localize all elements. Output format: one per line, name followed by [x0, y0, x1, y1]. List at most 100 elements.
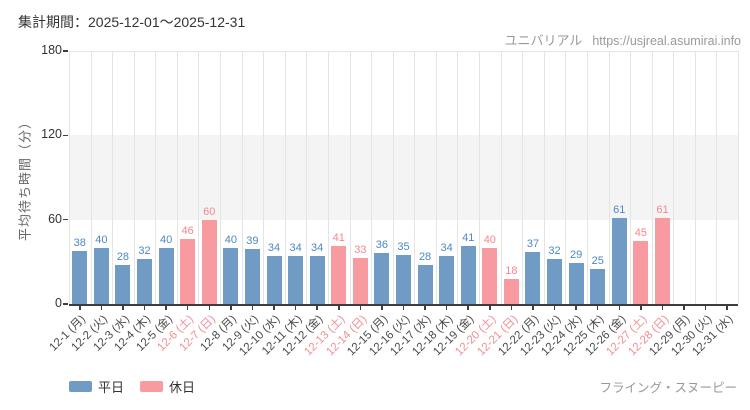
- y-tick-mark: [63, 218, 68, 221]
- x-tick-mark: [553, 305, 556, 310]
- gridline-vertical: [435, 51, 437, 304]
- bar: [352, 257, 368, 304]
- period-label: 集計期間：2025-12-01～2025-12-31: [18, 14, 246, 30]
- bar-value-label: 38: [73, 236, 86, 249]
- gridline-vertical: [651, 51, 653, 304]
- bar-value-label: 35: [397, 240, 410, 253]
- legend-item-holiday: 休日: [140, 377, 195, 396]
- legend-weekday-label: 平日: [98, 380, 125, 395]
- gridline-vertical: [306, 51, 308, 304]
- bar-value-label: 40: [483, 233, 496, 246]
- y-tick-label: 0: [55, 296, 62, 310]
- x-tick-mark: [661, 305, 664, 310]
- x-tick-mark: [596, 305, 599, 310]
- gridline-vertical: [69, 51, 70, 304]
- gridline-vertical: [133, 51, 135, 304]
- bar-value-label: 33: [354, 243, 367, 256]
- gridline-vertical: [457, 51, 459, 304]
- bar: [288, 256, 304, 304]
- gridline-vertical: [414, 51, 416, 304]
- bar-value-label: 37: [526, 238, 540, 250]
- legend-holiday-label: 休日: [169, 380, 196, 395]
- x-tick-mark: [510, 305, 513, 310]
- x-tick-mark: [359, 305, 362, 310]
- x-tick-mark: [316, 305, 318, 310]
- bar: [417, 264, 433, 304]
- gridline-vertical: [112, 51, 114, 304]
- bar: [654, 218, 670, 304]
- bar-value-label: 45: [634, 226, 647, 239]
- bar-value-label: 34: [311, 242, 324, 255]
- x-tick-mark: [79, 305, 81, 310]
- bar-value-label: 39: [246, 235, 259, 248]
- x-tick-mark: [143, 305, 146, 310]
- bar-value-label: 29: [570, 249, 583, 262]
- x-tick-mark: [640, 305, 642, 310]
- highlight-band: [69, 135, 738, 220]
- x-tick-mark: [273, 305, 275, 310]
- x-tick-mark: [489, 305, 491, 310]
- legend-item-weekday: 平日: [69, 377, 124, 396]
- bar-value-label: 61: [613, 204, 626, 217]
- y-tick-label: 120: [41, 127, 62, 142]
- x-tick-mark: [683, 305, 685, 310]
- y-axis: 0 60 120 180: [0, 43, 62, 310]
- x-tick-mark: [186, 305, 189, 310]
- gridline-vertical: [220, 51, 222, 304]
- bar-value-label: 61: [656, 204, 669, 217]
- attraction-name: フライング・スヌーピー: [599, 381, 737, 395]
- gridline-vertical: [284, 51, 286, 304]
- gridline-vertical: [263, 51, 265, 304]
- y-tick-label: 180: [41, 43, 62, 57]
- x-tick-mark: [726, 305, 728, 310]
- bar: [266, 256, 282, 304]
- bar: [568, 263, 584, 304]
- gridline-vertical: [500, 51, 502, 304]
- bar-value-label: 41: [332, 232, 345, 245]
- bar: [611, 218, 627, 304]
- gridline-vertical: [371, 51, 373, 304]
- gridline-vertical: [392, 51, 394, 304]
- x-tick-mark: [100, 305, 103, 310]
- x-tick-mark: [467, 305, 469, 310]
- y-tick-mark: [63, 134, 68, 137]
- x-tick-mark: [532, 305, 534, 310]
- gridline-vertical: [522, 51, 524, 304]
- x-tick-mark: [424, 305, 426, 310]
- bar: [180, 239, 196, 304]
- bar: [547, 259, 563, 304]
- bar: [525, 252, 541, 304]
- bar: [374, 253, 390, 304]
- bar: [223, 247, 239, 304]
- bar-value-label: 25: [591, 254, 604, 267]
- gridline-vertical: [479, 51, 481, 304]
- x-tick-mark: [402, 305, 405, 310]
- bar-value-label: 34: [267, 242, 281, 255]
- gridline-vertical: [349, 51, 351, 304]
- gridline-vertical: [608, 51, 610, 304]
- bar-value-label: 40: [224, 233, 237, 246]
- bar-value-label: 32: [138, 245, 151, 258]
- x-tick-mark: [445, 305, 448, 310]
- x-tick-mark: [208, 305, 211, 310]
- x-axis-line: [69, 303, 738, 306]
- bar-value-label: 32: [548, 245, 561, 258]
- gridline-vertical: [90, 51, 92, 304]
- chart-legend: 平日 休日: [69, 377, 211, 396]
- gridline-vertical: [716, 51, 718, 304]
- plot-area: 38 40 28 32 40 46 60 40 39 34 34 34 41 33 36 35 28 34 41 40…: [63, 50, 739, 310]
- gridline-vertical: [673, 51, 675, 304]
- bar-value-label: 36: [375, 239, 389, 252]
- gridline-vertical: [327, 51, 329, 304]
- x-tick-mark: [122, 305, 124, 310]
- bar-value-label: 34: [289, 242, 302, 255]
- x-tick-mark: [294, 305, 297, 310]
- brand-url-link[interactable]: https://usjreal.asumirai.info: [592, 34, 741, 48]
- x-tick-mark: [704, 305, 707, 310]
- bar-value-label: 28: [418, 250, 432, 263]
- bar: [331, 246, 347, 304]
- bar: [137, 259, 153, 304]
- legend-holiday-swatch: [140, 381, 164, 392]
- bar-value-label: 40: [159, 233, 173, 246]
